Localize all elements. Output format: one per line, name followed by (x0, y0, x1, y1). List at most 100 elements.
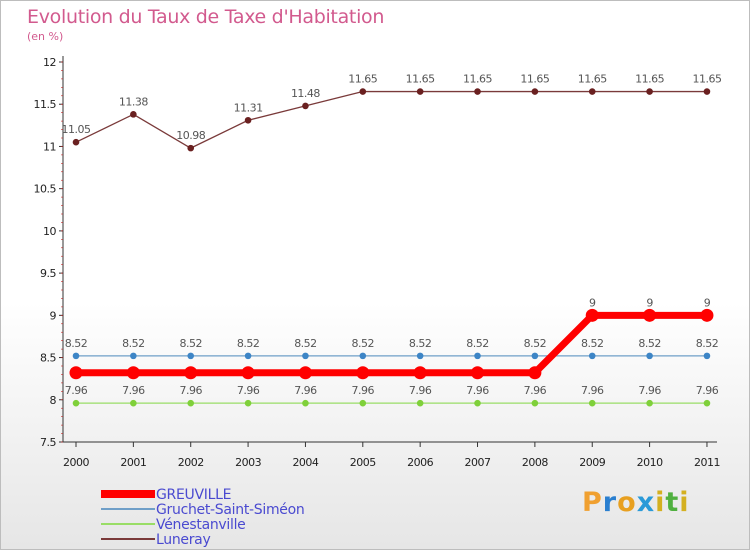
data-label: 7.96 (696, 384, 719, 397)
data-label: 8.52 (65, 337, 88, 350)
data-label: 11.38 (119, 95, 148, 108)
data-label: 10.98 (176, 129, 205, 142)
data-label: 11.65 (578, 73, 607, 86)
data-label: 11.65 (463, 73, 492, 86)
data-point (187, 144, 195, 152)
data-point (703, 399, 711, 407)
x-tick-label: 2005 (350, 456, 376, 469)
data-point (187, 399, 195, 407)
data-point (700, 308, 714, 322)
data-point (359, 352, 367, 360)
legend-label: Gruchet-Saint-Siméon (156, 502, 304, 518)
chart-title: Evolution du Taux de Taxe d'Habitation (27, 6, 385, 28)
x-tick-label: 2006 (407, 456, 433, 469)
data-point (72, 138, 80, 146)
data-label: 8.52 (638, 337, 661, 350)
data-point (474, 399, 481, 407)
data-point (531, 399, 539, 407)
data-point (416, 88, 424, 95)
data-label: 8.52 (696, 337, 719, 350)
data-label: 8.52 (122, 337, 145, 350)
series-lines (69, 88, 714, 407)
y-tick-label: 11 (43, 140, 56, 153)
data-label: 8.52 (409, 337, 432, 350)
data-label: 11.05 (62, 123, 91, 136)
y-tick-label: 9 (50, 309, 57, 322)
data-point (244, 352, 252, 360)
data-label: 11.48 (291, 87, 320, 100)
y-tick-label: 11.5 (34, 98, 57, 111)
data-point (244, 116, 252, 124)
axes: 7.5 8 8.5 9 9.5 10 10.5 11 11.5 12 2000 2001 2002 200… (34, 56, 720, 469)
legend-label: GREUVILLE (156, 487, 231, 503)
y-tick-label: 7.5 (40, 436, 56, 449)
data-point (416, 399, 424, 407)
proxiti-logo: Proxiti (582, 487, 690, 518)
x-tick-label: 2010 (637, 456, 663, 469)
data-label: 7.96 (65, 384, 88, 397)
data-label: 7.96 (581, 384, 604, 397)
data-label: 11.65 (692, 73, 721, 86)
data-point (528, 366, 542, 380)
x-tick-label: 2004 (292, 456, 318, 469)
logo-letter: i (655, 487, 666, 518)
data-point (130, 399, 137, 407)
data-label: 11.31 (234, 101, 263, 114)
data-point (126, 366, 140, 380)
data-point (643, 308, 657, 322)
data-label: 7.96 (294, 384, 317, 397)
legend: GREUVILLEGruchet-Saint-SiméonVénestanvil… (101, 487, 305, 548)
data-label: 11.65 (520, 73, 549, 86)
data-point (588, 88, 596, 95)
y-tick-label: 9.5 (40, 267, 56, 280)
x-tick-label: 2007 (465, 456, 491, 469)
data-point (187, 352, 195, 360)
logo-letter: x (636, 487, 656, 518)
logo-letter: P (582, 487, 603, 518)
logo-letter: t (665, 487, 680, 518)
data-label: 7.96 (352, 384, 375, 397)
y-tick-label: 8.5 (40, 352, 56, 365)
x-tick-label: 2003 (235, 456, 261, 469)
data-point (413, 366, 427, 380)
data-label: 8.52 (237, 337, 260, 350)
series-line-3 (75, 90, 707, 149)
series-line-0 (76, 311, 707, 377)
data-label: 7.96 (466, 384, 489, 397)
data-point (302, 399, 309, 407)
legend-label: Vénestanville (156, 517, 246, 533)
data-label: 8.52 (524, 337, 547, 350)
data-point (646, 88, 653, 95)
data-point (69, 366, 83, 380)
data-point (646, 399, 653, 407)
data-point (244, 399, 252, 407)
data-point (72, 399, 80, 407)
y-tick-label: 12 (43, 56, 56, 69)
data-labels: 11.05 11.38 10.98 11.31 11.48 11.65 11.65 11.65… (62, 73, 723, 398)
data-label: 7.96 (638, 384, 661, 397)
x-tick-label: 2009 (579, 456, 605, 469)
data-label: 8.52 (294, 337, 317, 350)
data-point (416, 352, 424, 360)
data-label: 7.96 (122, 384, 145, 397)
data-label: 7.96 (179, 384, 202, 397)
y-tick-label: 10 (43, 225, 56, 238)
data-label: 11.65 (348, 73, 377, 86)
data-point (703, 88, 711, 95)
logo-letter: i (679, 487, 690, 518)
data-label: 11.65 (406, 73, 435, 86)
data-point (703, 352, 711, 360)
data-point (130, 352, 137, 360)
data-point (471, 366, 485, 380)
legend-label: Luneray (156, 532, 210, 548)
data-point (130, 111, 137, 118)
data-label: 9 (646, 296, 653, 309)
logo-letter: r (602, 487, 618, 518)
y-tick-label: 8 (50, 394, 57, 407)
data-point (474, 88, 481, 95)
data-point (588, 352, 596, 360)
data-label: 8.52 (466, 337, 489, 350)
data-label: 7.96 (409, 384, 432, 397)
